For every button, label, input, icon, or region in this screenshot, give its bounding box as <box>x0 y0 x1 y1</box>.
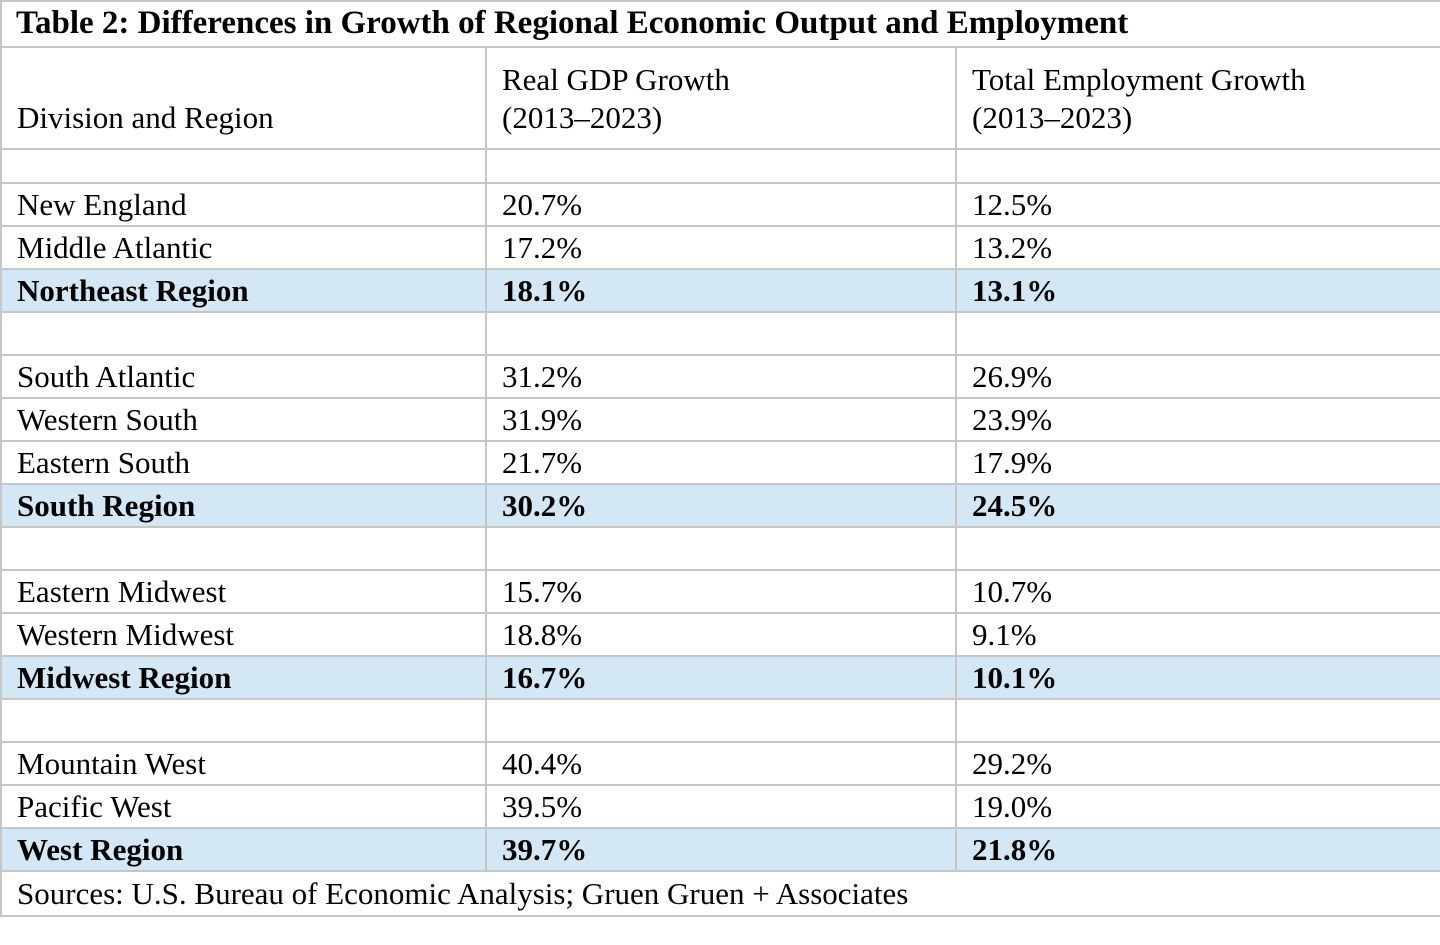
header-employment-growth: Total Employment Growth (2013–2023) <box>954 46 1440 150</box>
employment-cell: 21.8% <box>954 827 1440 872</box>
employment-cell: 29.2% <box>954 741 1440 786</box>
region-cell: New England <box>0 182 487 227</box>
spacer-cell <box>485 698 957 743</box>
table-title: Table 2: Differences in Growth of Region… <box>0 0 1440 48</box>
table-body: Table 2: Differences in Growth of Region… <box>0 0 1440 917</box>
employment-cell: 10.1% <box>954 655 1440 700</box>
spacer-cell <box>954 148 1440 184</box>
region-cell: Northeast Region <box>0 268 487 313</box>
spacer-cell <box>0 148 487 184</box>
summary-row-northeast: Northeast Region 18.1% 13.1% <box>0 268 1440 313</box>
region-cell: West Region <box>0 827 487 872</box>
employment-cell: 19.0% <box>954 784 1440 829</box>
header-division-label: Division and Region <box>17 100 274 136</box>
region-cell: Mountain West <box>0 741 487 786</box>
employment-cell: 9.1% <box>954 612 1440 657</box>
employment-cell: 12.5% <box>954 182 1440 227</box>
spacer-cell <box>954 526 1440 571</box>
table-row-middle-atlantic: Middle Atlantic 17.2% 13.2% <box>0 225 1440 270</box>
region-cell: Pacific West <box>0 784 487 829</box>
table-row-eastern-midwest: Eastern Midwest 15.7% 10.7% <box>0 569 1440 614</box>
header-division-and-region: Division and Region <box>0 46 487 150</box>
gdp-cell: 31.9% <box>485 397 957 442</box>
spacer-cell <box>954 311 1440 356</box>
region-cell: Midwest Region <box>0 655 487 700</box>
table-title-row: Table 2: Differences in Growth of Region… <box>0 0 1440 48</box>
region-cell: Eastern South <box>0 440 487 485</box>
gdp-cell: 30.2% <box>485 483 957 528</box>
gdp-cell: 17.2% <box>485 225 957 270</box>
header-gdp-line1: Real GDP Growth <box>502 61 730 97</box>
header-employment-line2: (2013–2023) <box>972 100 1133 136</box>
spacer-cell <box>0 526 487 571</box>
region-cell: Western Midwest <box>0 612 487 657</box>
header-gdp-line2: (2013–2023) <box>502 100 663 136</box>
gdp-cell: 20.7% <box>485 182 957 227</box>
header-employment-line1: Total Employment Growth <box>972 61 1306 97</box>
spacer-cell <box>485 526 957 571</box>
table-row-south-atlantic: South Atlantic 31.2% 26.9% <box>0 354 1440 399</box>
employment-cell: 17.9% <box>954 440 1440 485</box>
gdp-cell: 21.7% <box>485 440 957 485</box>
region-cell: South Region <box>0 483 487 528</box>
summary-row-midwest: Midwest Region 16.7% 10.1% <box>0 655 1440 700</box>
employment-cell: 10.7% <box>954 569 1440 614</box>
spacer-cell <box>0 311 487 356</box>
employment-cell: 13.1% <box>954 268 1440 313</box>
table-row-pacific-west: Pacific West 39.5% 19.0% <box>0 784 1440 829</box>
spacer-row <box>0 311 1440 356</box>
gdp-cell: 39.7% <box>485 827 957 872</box>
employment-cell: 23.9% <box>954 397 1440 442</box>
gdp-cell: 18.8% <box>485 612 957 657</box>
region-cell: South Atlantic <box>0 354 487 399</box>
table-row-eastern-south: Eastern South 21.7% 17.9% <box>0 440 1440 485</box>
sources-note: Sources: U.S. Bureau of Economic Analysi… <box>0 870 1440 917</box>
spacer-cell <box>485 311 957 356</box>
employment-cell: 24.5% <box>954 483 1440 528</box>
regional-growth-table: Table 2: Differences in Growth of Region… <box>0 0 1440 917</box>
spacer-cell <box>485 148 957 184</box>
gdp-cell: 18.1% <box>485 268 957 313</box>
spacer-row <box>0 698 1440 743</box>
table-row-mountain-west: Mountain West 40.4% 29.2% <box>0 741 1440 786</box>
region-cell: Western South <box>0 397 487 442</box>
table-header-row: Division and Region Real GDP Growth (201… <box>0 46 1440 150</box>
region-cell: Eastern Midwest <box>0 569 487 614</box>
header-gdp-growth: Real GDP Growth (2013–2023) <box>485 46 957 150</box>
spacer-cell <box>0 698 487 743</box>
spacer-row <box>0 148 1440 184</box>
gdp-cell: 40.4% <box>485 741 957 786</box>
spacer-cell <box>954 698 1440 743</box>
employment-cell: 26.9% <box>954 354 1440 399</box>
region-cell: Middle Atlantic <box>0 225 487 270</box>
table-row-new-england: New England 20.7% 12.5% <box>0 182 1440 227</box>
gdp-cell: 16.7% <box>485 655 957 700</box>
table-row-western-midwest: Western Midwest 18.8% 9.1% <box>0 612 1440 657</box>
gdp-cell: 15.7% <box>485 569 957 614</box>
spacer-row <box>0 526 1440 571</box>
table-row-western-south: Western South 31.9% 23.9% <box>0 397 1440 442</box>
employment-cell: 13.2% <box>954 225 1440 270</box>
gdp-cell: 39.5% <box>485 784 957 829</box>
summary-row-west: West Region 39.7% 21.8% <box>0 827 1440 872</box>
sources-row: Sources: U.S. Bureau of Economic Analysi… <box>0 870 1440 917</box>
gdp-cell: 31.2% <box>485 354 957 399</box>
summary-row-south: South Region 30.2% 24.5% <box>0 483 1440 528</box>
